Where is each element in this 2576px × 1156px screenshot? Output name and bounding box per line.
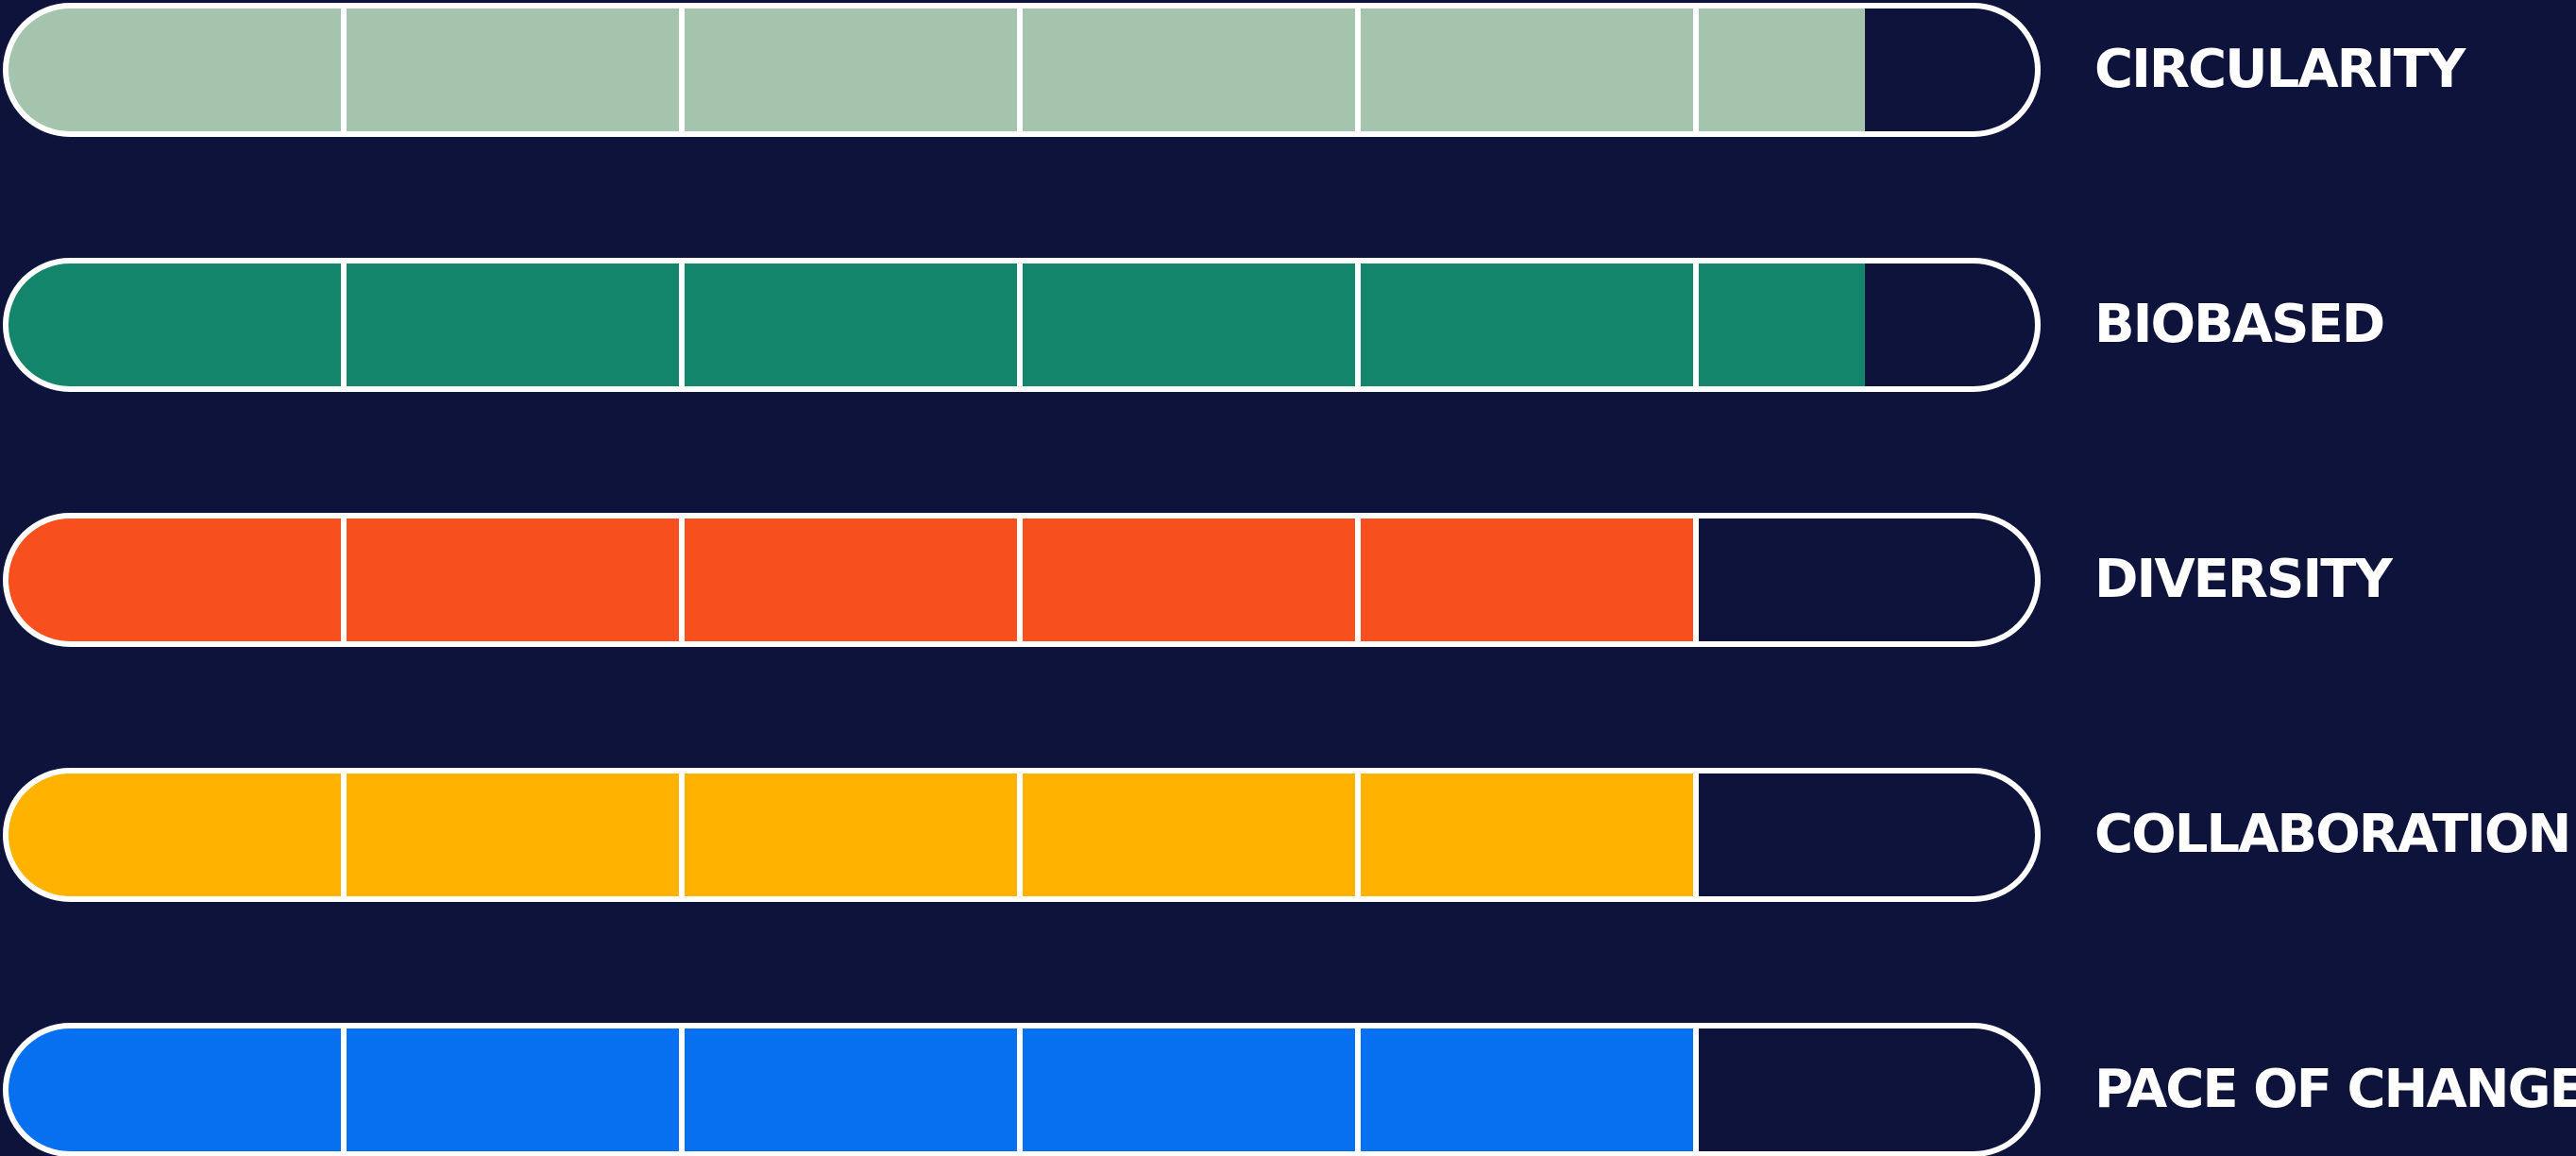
category-label-circularity: CIRCULARITY — [2094, 39, 2466, 100]
bar-row-pace-of-change — [3, 1023, 2041, 1156]
bar-fill-circularity — [6, 6, 1865, 134]
bar-row-biobased — [3, 258, 2041, 392]
bar-outline-pace-of-change — [3, 1023, 2041, 1156]
bar-fill-diversity — [6, 516, 1696, 644]
bar-row-diversity — [3, 513, 2041, 647]
bar-outline-diversity — [3, 513, 2041, 647]
bar-fill-pace-of-change — [6, 1026, 1696, 1154]
bar-row-collaboration — [3, 768, 2041, 902]
bar-fill-biobased — [6, 261, 1865, 389]
bar-row-circularity — [3, 3, 2041, 137]
bar-outline-circularity — [3, 3, 2041, 137]
category-label-collaboration: COLLABORATION — [2094, 804, 2571, 865]
bar-outline-collaboration — [3, 768, 2041, 902]
category-label-diversity: DIVERSITY — [2094, 549, 2393, 610]
category-label-biobased: BIOBASED — [2094, 294, 2385, 355]
bar-fill-collaboration — [6, 771, 1696, 899]
category-label-pace-of-change: PACE OF CHANGE — [2094, 1059, 2576, 1120]
bar-outline-biobased — [3, 258, 2041, 392]
